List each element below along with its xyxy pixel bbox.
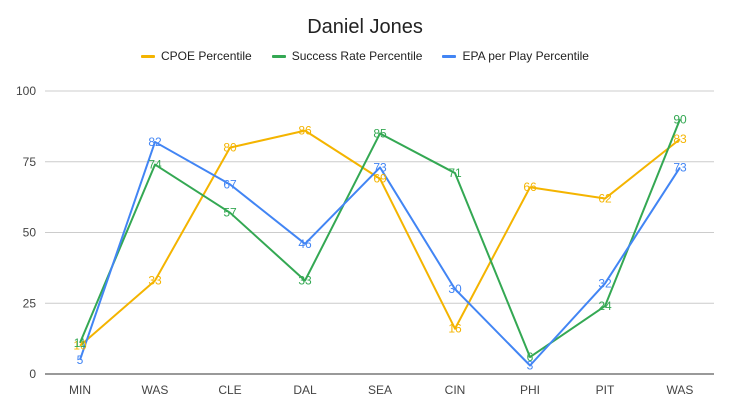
data-label: 33 bbox=[148, 274, 162, 288]
data-label: 80 bbox=[223, 141, 237, 155]
data-label: 82 bbox=[148, 135, 162, 149]
chart-title: Daniel Jones bbox=[307, 16, 423, 38]
series-line-0 bbox=[79, 129, 681, 347]
legend-swatch-cpoe bbox=[141, 54, 156, 58]
data-label: 69 bbox=[373, 172, 387, 186]
x-tick-label: CLE bbox=[218, 383, 241, 397]
data-label: 90 bbox=[673, 112, 687, 126]
x-tick-label: PIT bbox=[596, 383, 615, 397]
y-tick-label: 75 bbox=[23, 155, 37, 169]
data-label: 66 bbox=[523, 180, 537, 194]
x-tick-label: WAS bbox=[667, 383, 694, 397]
data-label: 85 bbox=[373, 126, 387, 140]
data-label: 74 bbox=[148, 158, 162, 172]
legend-item-cpoe[interactable]: CPOE Percentile bbox=[141, 49, 252, 63]
data-label: 67 bbox=[223, 177, 237, 191]
legend-swatch-epa bbox=[442, 54, 457, 58]
y-tick-label: 25 bbox=[23, 296, 37, 310]
data-label: 16 bbox=[448, 322, 462, 336]
data-label: 71 bbox=[448, 166, 462, 180]
x-tick-label: MIN bbox=[69, 383, 91, 397]
data-label: 6 bbox=[527, 350, 534, 364]
data-label: 11 bbox=[74, 336, 87, 350]
data-label: 30 bbox=[448, 282, 462, 296]
data-label: 73 bbox=[373, 160, 387, 174]
x-tick-label: WAS bbox=[142, 383, 169, 397]
legend: CPOE Percentile Success Rate Percentile … bbox=[0, 49, 730, 63]
x-tick-label: DAL bbox=[293, 383, 317, 397]
data-label: 57 bbox=[223, 206, 237, 220]
data-label: 46 bbox=[298, 237, 312, 251]
legend-label-epa: EPA per Play Percentile bbox=[462, 49, 589, 63]
legend-item-epa[interactable]: EPA per Play Percentile bbox=[442, 49, 589, 63]
data-label: 86 bbox=[298, 124, 312, 138]
data-label: 83 bbox=[673, 132, 687, 146]
y-tick-label: 0 bbox=[29, 367, 36, 381]
data-label: 33 bbox=[298, 274, 312, 288]
x-tick-label: PHI bbox=[520, 383, 540, 397]
x-tick-label: CIN bbox=[445, 383, 466, 397]
legend-item-success-rate[interactable]: Success Rate Percentile bbox=[271, 49, 423, 63]
legend-label-cpoe: CPOE Percentile bbox=[161, 49, 252, 63]
data-label: 10 bbox=[73, 339, 87, 353]
series-line-2 bbox=[79, 140, 681, 367]
y-tick-label: 100 bbox=[16, 84, 36, 98]
data-label: 24 bbox=[598, 299, 612, 313]
y-tick-label: 50 bbox=[23, 226, 37, 240]
series-line-1 bbox=[79, 118, 681, 359]
data-label: 3 bbox=[527, 359, 534, 373]
data-label: 62 bbox=[598, 192, 612, 206]
legend-label-success-rate: Success Rate Percentile bbox=[291, 49, 423, 63]
data-label: 73 bbox=[673, 160, 687, 174]
x-tick-label: SEA bbox=[368, 383, 392, 397]
data-label: 5 bbox=[77, 353, 84, 367]
data-label: 32 bbox=[598, 276, 612, 290]
legend-swatch-success-rate bbox=[271, 54, 286, 58]
